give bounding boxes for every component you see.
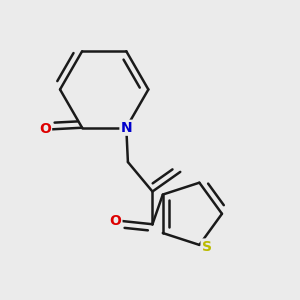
Text: O: O	[110, 214, 122, 228]
Text: S: S	[202, 239, 212, 254]
Text: N: N	[121, 121, 132, 135]
Text: O: O	[39, 122, 51, 136]
